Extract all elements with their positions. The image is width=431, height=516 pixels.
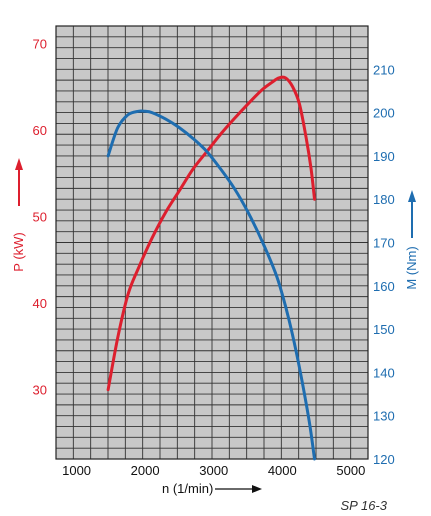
left-axis-tick-label: 50 xyxy=(33,210,47,225)
right-axis-tick-label: 200 xyxy=(373,106,395,121)
x-axis-title: n (1/min) xyxy=(162,481,213,496)
arrow-up-icon xyxy=(408,190,416,202)
right-axis-tick-label: 180 xyxy=(373,192,395,207)
right-axis-tick-label: 210 xyxy=(373,62,395,77)
x-axis-ticks: 1000 2000 3000 4000 5000 xyxy=(62,463,365,478)
right-axis-tick-label: 140 xyxy=(373,365,395,380)
right-axis-title-group: M (Nm) xyxy=(404,190,419,290)
x-axis-tick-label: 1000 xyxy=(62,463,91,478)
x-axis-tick-label: 4000 xyxy=(268,463,297,478)
left-axis-title: P (kW) xyxy=(11,232,26,271)
right-axis-tick-label: 120 xyxy=(373,452,395,467)
left-axis-ticks: 30 40 50 60 70 xyxy=(33,36,47,397)
torque-curve xyxy=(106,109,317,461)
right-axis-tick-label: 170 xyxy=(373,236,395,251)
x-axis-tick-label: 2000 xyxy=(131,463,160,478)
arrow-up-icon xyxy=(15,158,23,170)
power-curve xyxy=(106,75,317,392)
x-axis-title-group: n (1/min) xyxy=(162,481,262,496)
right-axis-tick-label: 190 xyxy=(373,149,395,164)
left-axis-tick-label: 60 xyxy=(33,123,47,138)
right-axis-ticks: 120 130 140 150 160 170 180 190 200 210 xyxy=(373,62,395,467)
left-axis-tick-label: 30 xyxy=(33,383,47,398)
right-axis-tick-label: 150 xyxy=(373,322,395,337)
arrow-right-icon xyxy=(252,485,262,493)
right-axis-tick-label: 160 xyxy=(373,279,395,294)
figure-reference: SP 16-3 xyxy=(341,498,388,513)
left-axis-tick-label: 40 xyxy=(33,296,47,311)
plot-border xyxy=(55,25,369,460)
series-layer xyxy=(106,75,317,461)
right-axis-tick-label: 130 xyxy=(373,409,395,424)
right-axis-title: M (Nm) xyxy=(404,246,419,289)
x-axis-tick-label: 5000 xyxy=(336,463,365,478)
left-axis-title-group: P (kW) xyxy=(11,158,26,272)
x-axis-tick-label: 3000 xyxy=(199,463,228,478)
left-axis-tick-label: 70 xyxy=(33,36,47,51)
grid xyxy=(55,25,369,460)
